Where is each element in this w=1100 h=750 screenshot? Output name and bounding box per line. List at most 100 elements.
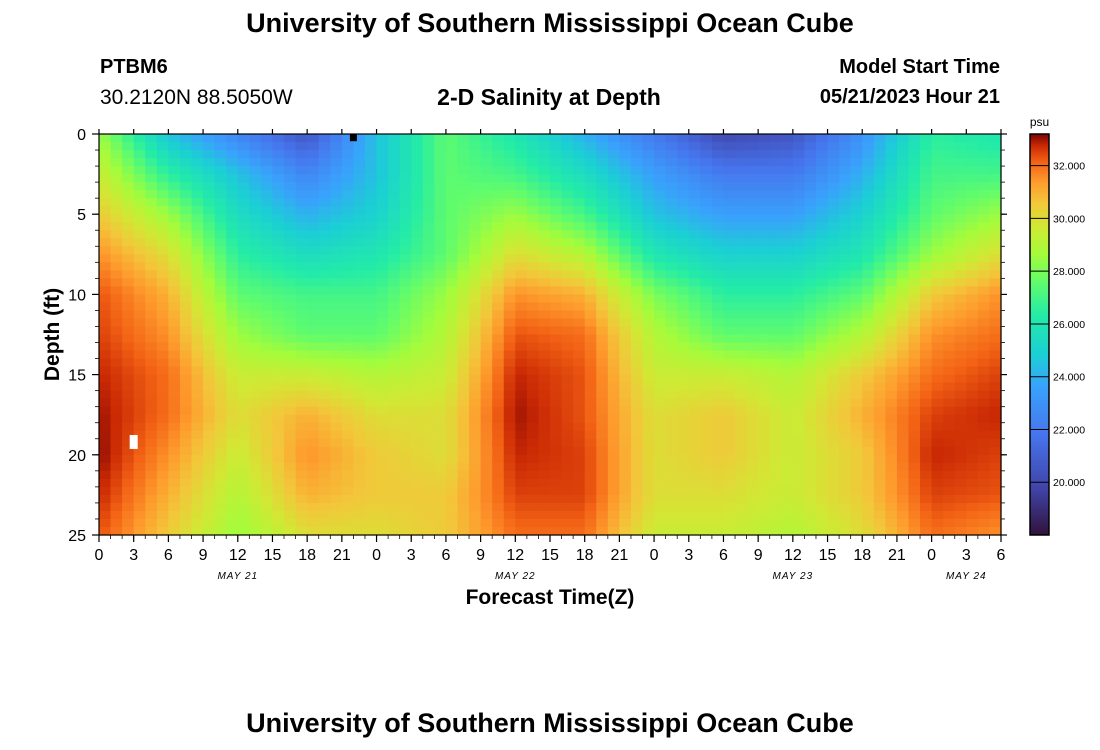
heatmap-cell [492, 414, 505, 424]
heatmap-cell [700, 326, 713, 336]
heatmap-cell [550, 294, 563, 304]
heatmap-cell [711, 230, 725, 239]
heatmap-cell [226, 406, 239, 416]
heatmap-cell [307, 414, 320, 424]
heatmap-cell [272, 510, 285, 520]
heatmap-cell [226, 190, 239, 199]
heatmap-cell [364, 454, 378, 464]
heatmap-cell [260, 206, 274, 215]
heatmap-cell [284, 246, 297, 255]
heatmap-cell [249, 134, 262, 143]
heatmap-cell [353, 414, 366, 424]
heatmap-cell [445, 198, 459, 207]
heatmap-cell [804, 198, 817, 207]
heatmap-cell [792, 246, 806, 255]
heatmap-cell [353, 278, 366, 287]
heatmap-cell [376, 310, 389, 320]
heatmap-cell [203, 358, 216, 368]
heatmap-cell [630, 294, 644, 304]
heatmap-cell [480, 478, 493, 488]
heatmap-cell [758, 158, 771, 167]
heatmap-cell [920, 478, 933, 488]
heatmap-cell [561, 206, 574, 215]
heatmap-cell [434, 310, 447, 320]
heatmap-cell [966, 398, 979, 408]
heatmap-cell [573, 398, 586, 408]
heatmap-cell [862, 398, 875, 408]
heatmap-cell [665, 318, 678, 328]
heatmap-cell [758, 390, 771, 400]
heatmap-cell [203, 510, 216, 520]
heatmap-cell [133, 286, 146, 295]
heatmap-cell [237, 398, 250, 408]
heatmap-cell [642, 462, 655, 472]
y-tick-label: 25 [68, 528, 86, 545]
heatmap-cell [596, 190, 609, 199]
heatmap-cell [943, 390, 956, 400]
heatmap-cell [850, 238, 863, 247]
heatmap-cell [237, 462, 250, 472]
heatmap-cell [457, 294, 470, 304]
heatmap-cell [989, 142, 1002, 151]
heatmap-cell [977, 414, 991, 424]
heatmap-cell [827, 182, 840, 191]
heatmap-cell [422, 190, 435, 199]
heatmap-cell [492, 150, 505, 159]
heatmap-cell [399, 254, 412, 263]
heatmap-cell [792, 286, 806, 295]
heatmap-cell [353, 430, 366, 440]
heatmap-cell [260, 478, 274, 488]
heatmap-cell [654, 518, 667, 528]
heatmap-cell [700, 150, 713, 159]
heatmap-cell [781, 254, 794, 263]
heatmap-cell [445, 446, 459, 456]
heatmap-cell [145, 478, 158, 488]
heatmap-cell [931, 166, 944, 175]
heatmap-cell [156, 294, 169, 304]
heatmap-cell [214, 406, 227, 416]
heatmap-cell [862, 246, 875, 255]
heatmap-cell [399, 374, 412, 384]
heatmap-cell [249, 142, 262, 151]
heatmap-cell [550, 390, 563, 400]
heatmap-cell [931, 350, 944, 360]
heatmap-cell [411, 302, 424, 312]
heatmap-cell [896, 310, 910, 320]
heatmap-cell [145, 214, 158, 223]
heatmap-cell [711, 294, 725, 304]
heatmap-cell [388, 270, 401, 279]
heatmap-cell [966, 446, 979, 456]
heatmap-cell [896, 446, 910, 456]
heatmap-cell [364, 158, 378, 167]
heatmap-cell [122, 230, 135, 239]
heatmap-cell [226, 454, 239, 464]
heatmap-cell [99, 262, 112, 271]
heatmap-cell [469, 350, 482, 360]
heatmap-cell [526, 414, 540, 424]
heatmap-cell [445, 222, 459, 231]
heatmap-cell [954, 190, 967, 199]
heatmap-cell [642, 438, 655, 448]
heatmap-cell [99, 198, 112, 207]
heatmap-cell [237, 366, 250, 376]
heatmap-cell [873, 518, 886, 528]
heatmap-cell [954, 150, 967, 159]
heatmap-cell [469, 502, 482, 512]
heatmap-cell [619, 334, 632, 344]
heatmap-cell [746, 430, 759, 440]
heatmap-cell [966, 238, 979, 247]
heatmap-cell [376, 406, 389, 416]
heatmap-cell [538, 302, 551, 312]
heatmap-cell [873, 206, 886, 215]
heatmap-cell [249, 286, 262, 295]
heatmap-cell [503, 438, 516, 448]
heatmap-cell [630, 478, 644, 488]
heatmap-cell [862, 294, 875, 304]
heatmap-cell [607, 478, 620, 488]
heatmap-cell [156, 214, 169, 223]
heatmap-cell [931, 446, 944, 456]
x-tick-label: 3 [129, 547, 138, 564]
heatmap-cell [630, 278, 644, 287]
heatmap-cell [550, 142, 563, 151]
heatmap-cell [445, 510, 459, 520]
